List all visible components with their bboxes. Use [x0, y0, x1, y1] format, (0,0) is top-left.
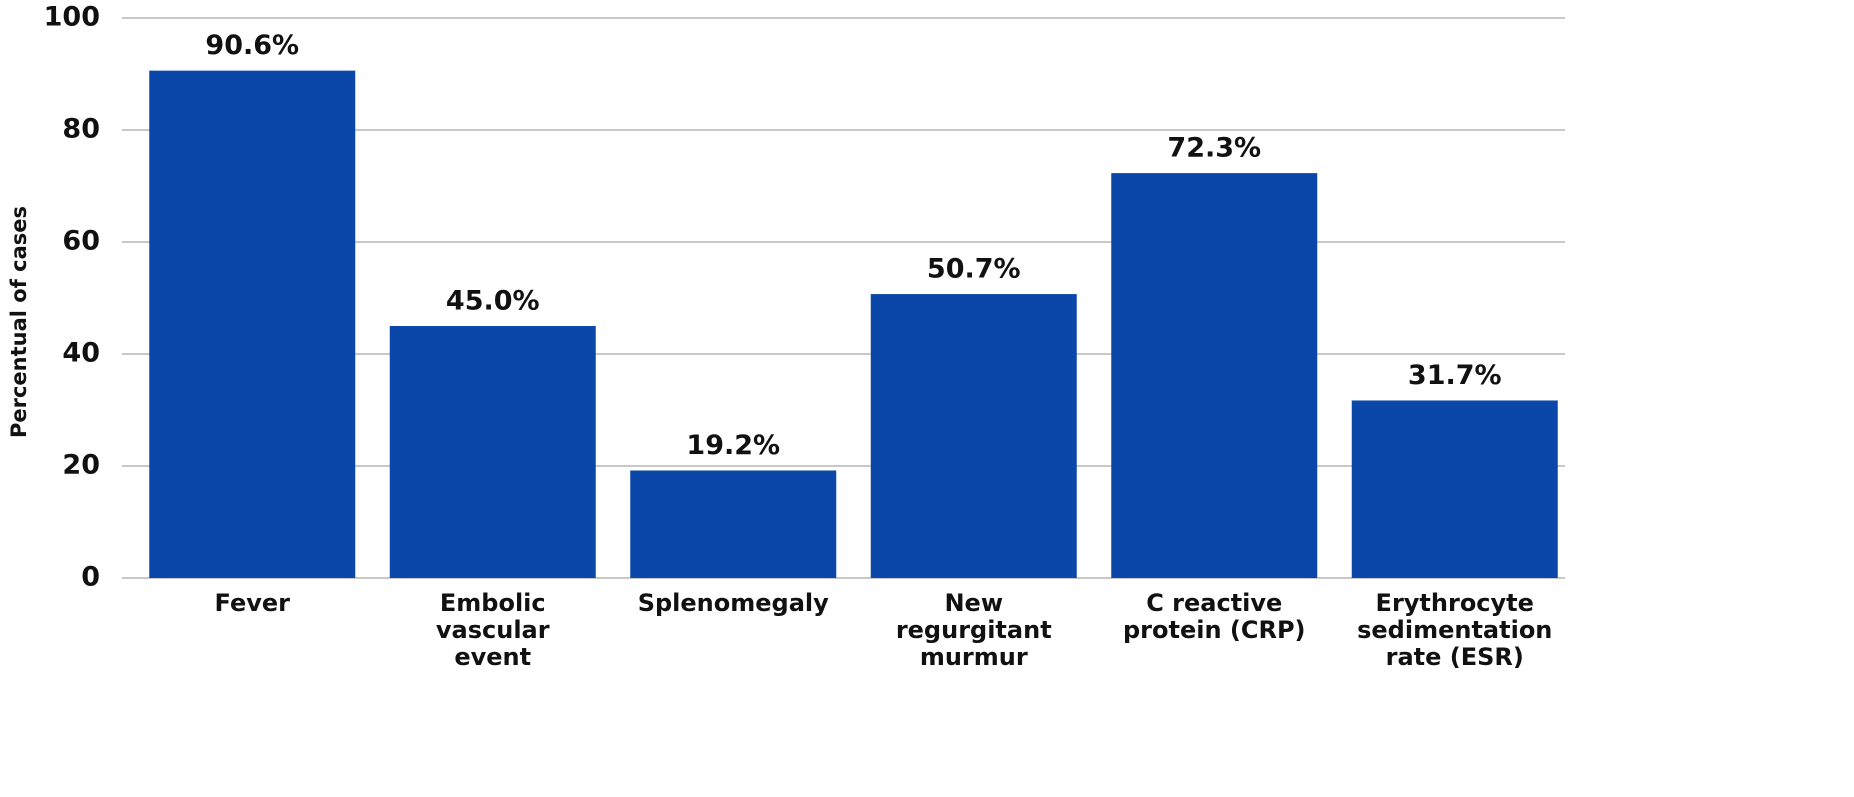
y-tick-label: 60: [62, 226, 100, 257]
y-tick-label: 0: [81, 562, 100, 593]
y-tick-label: 40: [62, 338, 100, 369]
x-tick-label: Splenomegaly: [638, 589, 829, 617]
bar: [1111, 173, 1318, 578]
bar: [1351, 400, 1558, 578]
bar: [870, 294, 1077, 578]
bar: [389, 326, 596, 578]
value-label: 19.2%: [686, 430, 780, 461]
x-tick-label: Erythrocyte sedimentation rate (ESR): [1357, 589, 1552, 671]
value-label: 90.6%: [205, 30, 299, 61]
bar: [149, 70, 356, 578]
x-tick-label: New regurgitant murmur: [896, 589, 1052, 671]
x-tick-label: Fever: [215, 589, 291, 617]
y-axis-title: Percentual of cases: [7, 206, 31, 438]
value-label: 50.7%: [927, 254, 1021, 285]
value-label: 72.3%: [1167, 133, 1261, 164]
x-tick-label: Embolic vascular event: [436, 589, 550, 671]
bar: [630, 470, 837, 578]
y-tick-label: 80: [62, 114, 100, 145]
y-tick-label: 100: [44, 2, 100, 33]
x-tick-label: C reactive protein (CRP): [1123, 589, 1306, 644]
value-label: 45.0%: [446, 286, 540, 317]
y-tick-label: 20: [62, 450, 100, 481]
value-label: 31.7%: [1408, 360, 1502, 391]
